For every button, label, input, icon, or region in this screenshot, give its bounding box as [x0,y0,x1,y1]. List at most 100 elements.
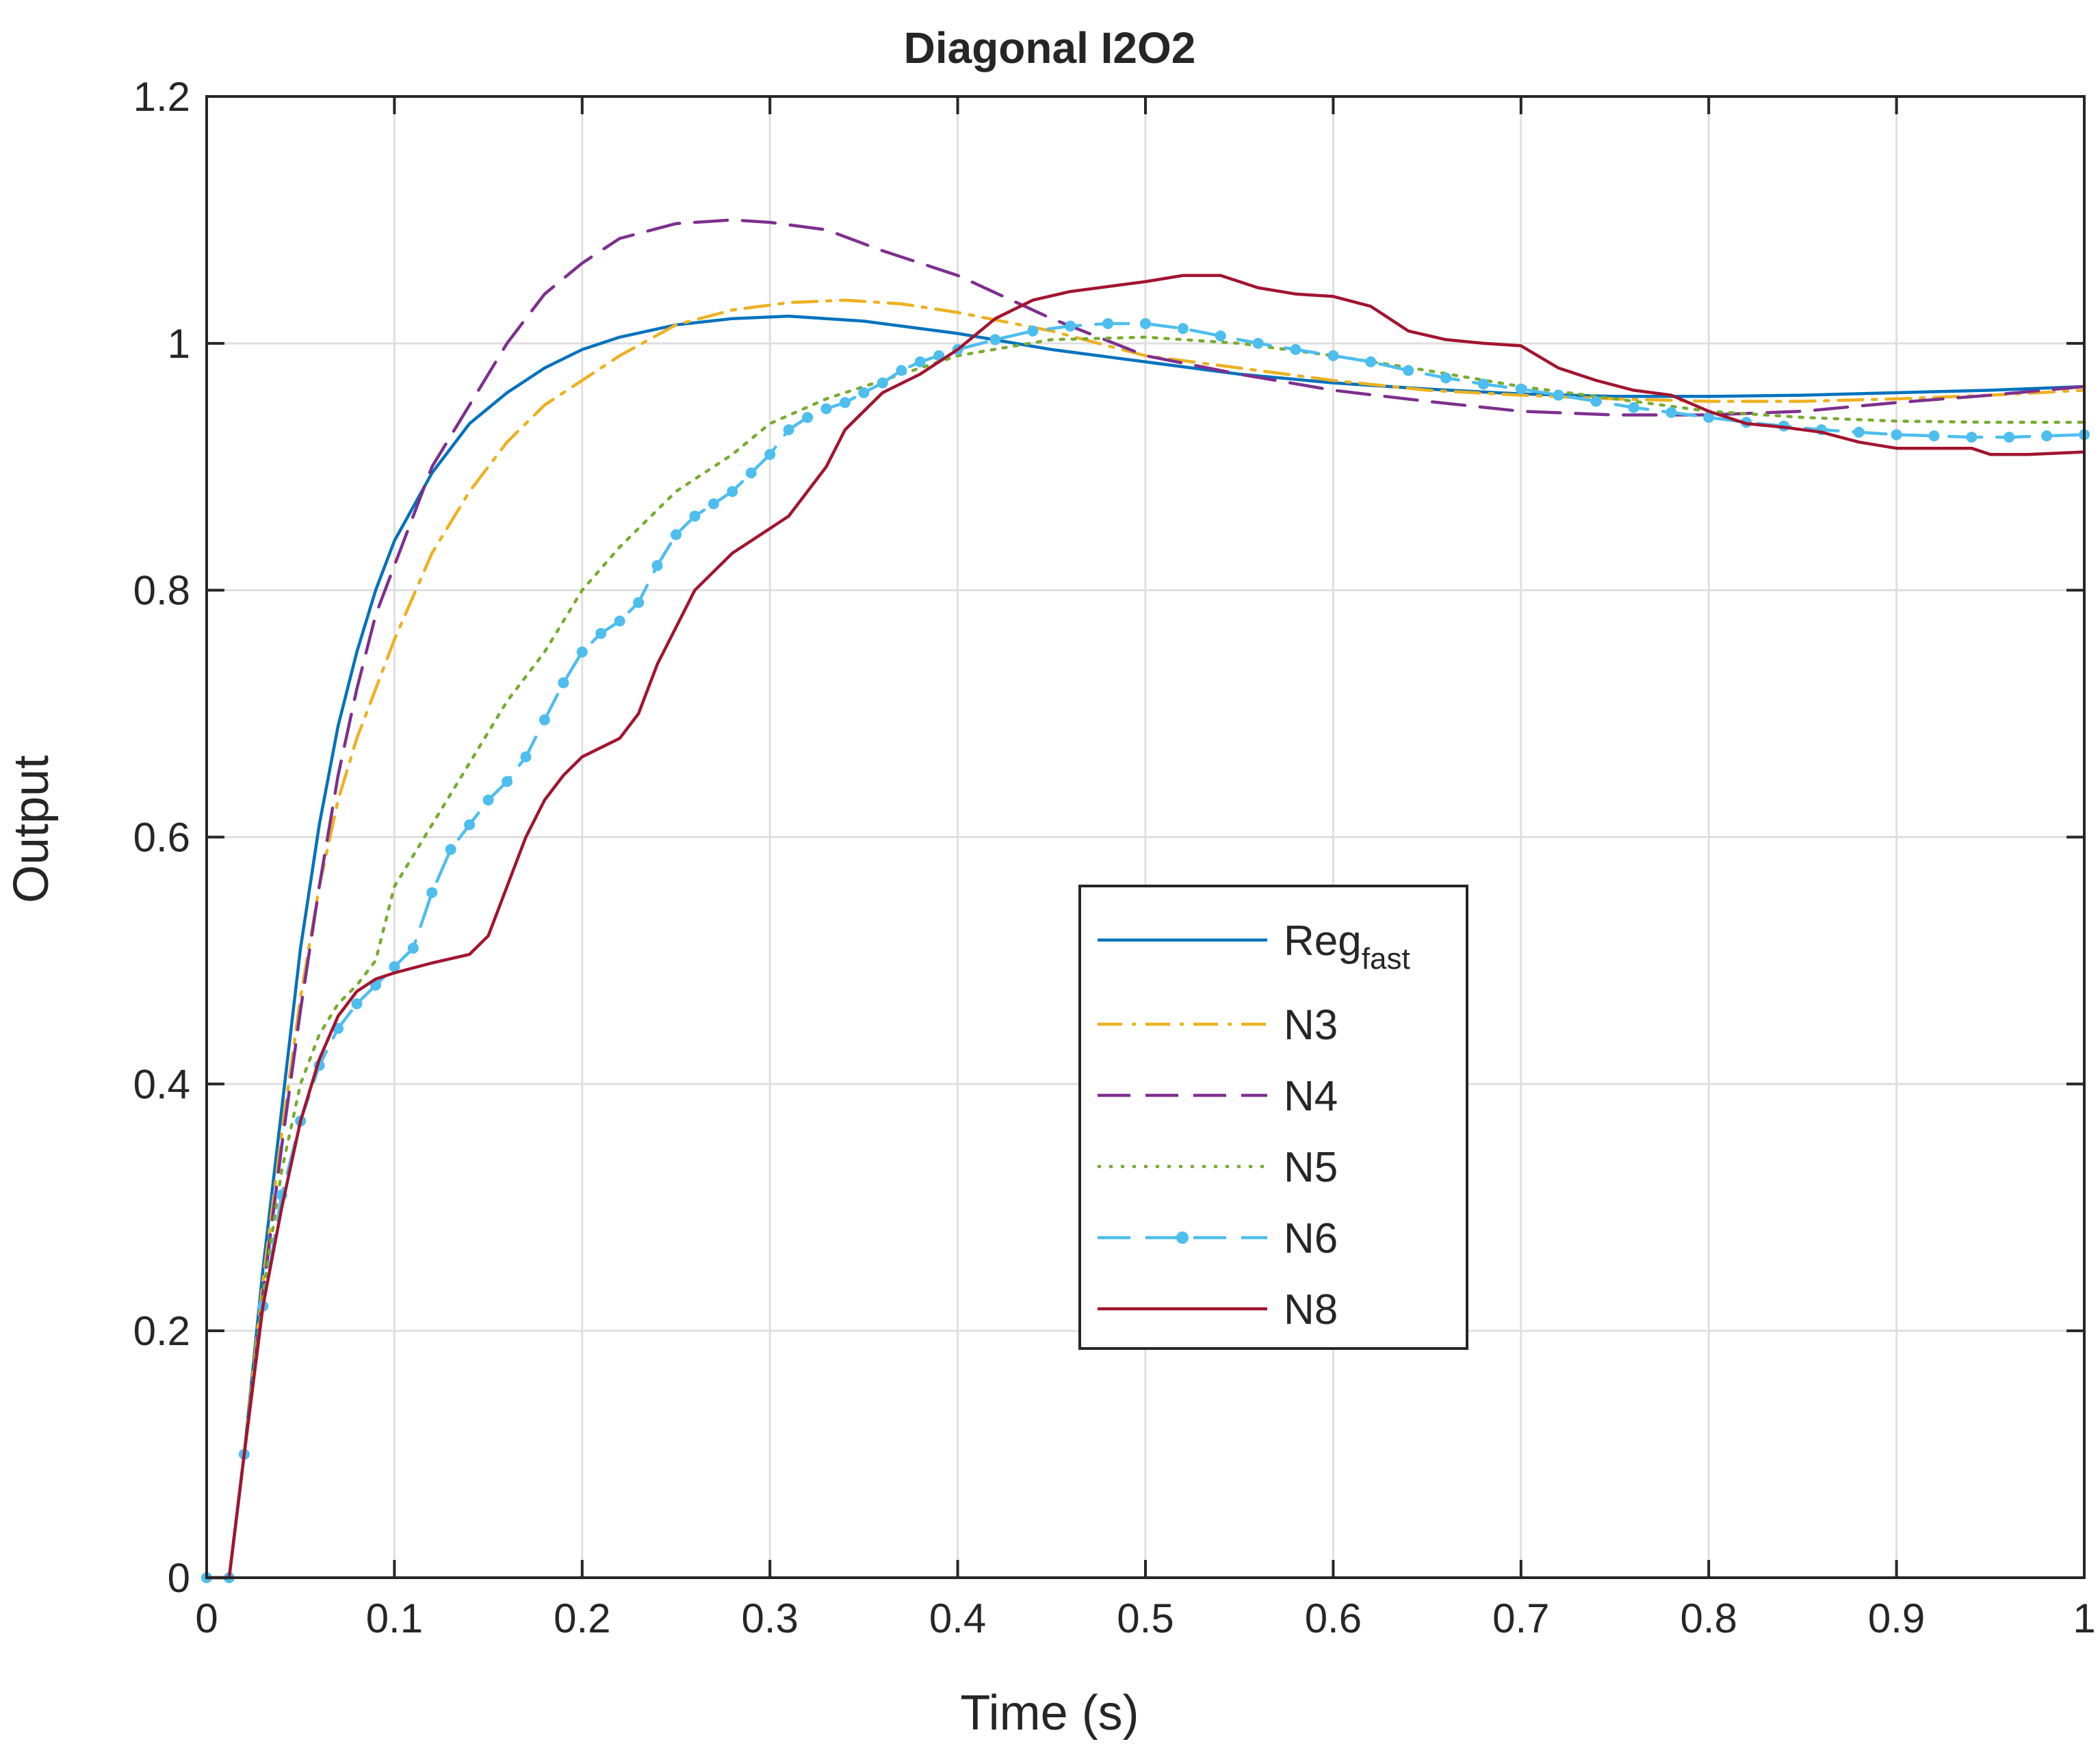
series-n8 [205,274,2086,1580]
y-tick-label: 0.2 [133,1308,190,1354]
legend-label-n6: N6 [1284,1215,1338,1262]
x-tick-label: 0.1 [366,1595,423,1641]
y-tick-label: 0.8 [133,568,190,614]
legend-label-n8: N8 [1284,1286,1338,1333]
series-layer [201,218,2090,1583]
legend-label-n5: N5 [1284,1144,1338,1191]
legend-item-n4[interactable]: N4 [1098,1073,1338,1120]
series-point-n6 [1252,337,1264,349]
series-point-n6 [1065,320,1076,332]
series-point-n6 [558,677,569,688]
tick-layer: 0 0.1 0.2 0.3 0.4 0.5 0.6 0.7 0.8 0.9 1 0 0.2 0.4 0.6 0… [133,74,2096,1641]
series-point-n6 [745,467,757,479]
series-point-n6 [839,397,851,408]
series-line-n8 [205,274,2086,1580]
x-tick-label: 0.3 [741,1595,798,1641]
series-point-n6 [1477,378,1489,390]
chart-title: Diagonal I2O2 [904,23,1196,73]
series-point-n6 [2041,430,2053,442]
series-point-n6 [671,529,682,540]
series-point-n6 [520,751,532,763]
x-tick-label: 0 [195,1595,218,1641]
x-tick-label: 1 [2073,1595,2095,1641]
series-point-n6 [708,498,719,510]
series-point-n6 [1177,323,1189,335]
y-tick-label: 1.2 [133,74,190,120]
x-tick-label: 0.2 [554,1595,610,1641]
y-axis-label: Output [4,755,59,903]
legend-label-subscript: fast [1362,942,1410,976]
y-tick-label: 1 [168,321,190,367]
series-point-n6 [1140,317,1151,329]
x-tick-label: 0.6 [1305,1595,1362,1641]
series-point-n6 [1027,325,1039,337]
series-point-n6 [1290,343,1301,355]
series-point-n6 [1891,429,1902,441]
series-point-n6 [502,776,513,787]
legend-item-n8[interactable]: N8 [1098,1286,1338,1333]
series-point-n6 [1553,389,1564,401]
y-tick-label: 0 [168,1555,190,1601]
series-line-n5 [205,335,2086,1580]
legend-item-n6[interactable]: N6 [1098,1215,1338,1262]
series-point-n6 [877,377,888,389]
y-tick-label: 0.6 [133,815,190,861]
series-point-n6 [820,403,832,415]
series-point-n6 [1628,402,1639,413]
series-point-n6 [1215,330,1226,342]
x-tick-label: 0.7 [1492,1595,1549,1641]
series-n5 [205,335,2086,1580]
legend-item-n3[interactable]: N3 [1098,1002,1338,1049]
series-point-n6 [1327,350,1339,361]
series-point-n6 [407,942,419,954]
series-point-n6 [914,356,926,367]
series-point-n6 [614,615,625,627]
series-point-n6 [1365,356,1377,367]
series-point-n6 [595,627,607,639]
series-point-n6 [633,597,645,608]
series-n4 [205,218,2086,1580]
series-point-n6 [896,365,907,376]
series-point-n6 [1703,412,1715,424]
series-point-n6 [1440,372,1452,384]
x-tick-label: 0.8 [1680,1595,1737,1641]
series-line-n6 [205,322,2086,1580]
series-point-n6 [689,510,701,522]
legend-box [1078,885,1468,1350]
series-point-n6 [576,646,588,657]
series-point-n6 [1928,430,1940,442]
series-line-n4 [205,218,2086,1580]
series-point-n6 [2004,431,2015,443]
series-point-n6 [651,560,663,571]
series-point-n6 [989,334,1001,346]
series-point-n6 [1403,365,1414,376]
series-point-n6 [783,424,794,436]
series-point-n6 [464,819,476,831]
series-point-n6 [764,449,776,460]
series-point-n6 [426,887,438,898]
series-point-n6 [1853,426,1865,438]
series-point-n6 [1515,383,1527,395]
series-point-n6 [539,714,550,726]
series-point-n6 [727,486,738,497]
legend-label-reg: Regfast [1284,917,1410,976]
series-point-n6 [351,998,363,1010]
legend[interactable]: Regfast N3 N4 N5 N6 N8 [1078,885,1468,1350]
legend-item-n5[interactable]: N5 [1098,1144,1338,1191]
series-point-n6 [802,412,814,424]
series-n6 [201,317,2090,1583]
series-point-n6 [482,794,494,806]
x-tick-label: 0.9 [1868,1595,1925,1641]
series-reg [205,314,2086,1580]
legend-item-reg[interactable]: Regfast [1098,917,1410,976]
x-tick-label: 0.5 [1117,1595,1174,1641]
series-point-n6 [858,387,870,398]
series-point-n6 [1966,431,1978,443]
legend-label-n3: N3 [1284,1002,1338,1049]
x-tick-label: 0.4 [929,1595,986,1641]
series-point-n6 [1102,317,1114,329]
series-point-n6 [389,961,400,972]
series-point-n6 [1590,395,1602,407]
